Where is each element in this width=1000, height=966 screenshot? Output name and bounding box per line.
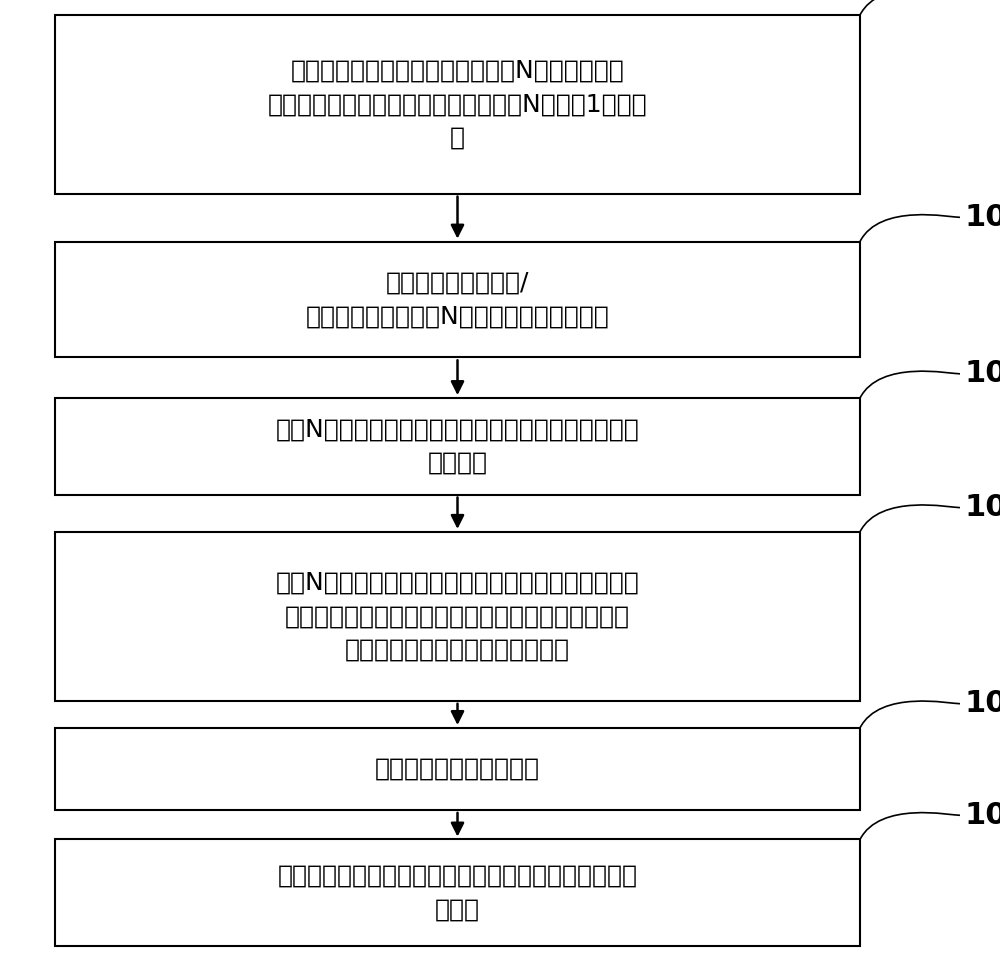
Text: 105: 105 [965, 689, 1000, 719]
FancyBboxPatch shape [55, 531, 860, 701]
Text: 确定N帧视频图像中每帧视频图像对应的摄影中心空间
位置信息: 确定N帧视频图像中每帧视频图像对应的摄影中心空间 位置信息 [276, 417, 639, 475]
Text: 101: 101 [965, 0, 1000, 6]
Text: 104: 104 [965, 493, 1000, 523]
FancyBboxPatch shape [55, 14, 860, 193]
Text: 获取飞行装置在飞行过程中拍摄的N帧视频图像，
其中，每帧视频图像对应一个时间点，N为大于1的正整
数: 获取飞行装置在飞行过程中拍摄的N帧视频图像， 其中，每帧视频图像对应一个时间点，… [268, 59, 647, 150]
Text: 根据N帧视频图像分别对应的时间点及分别对应的摄影
中心空间位置信息，利用多项式拟合函数进行曲线拟
合，确定飞行装置的飞行轨迹曲线: 根据N帧视频图像分别对应的时间点及分别对应的摄影 中心空间位置信息，利用多项式拟… [276, 571, 639, 662]
Text: 103: 103 [965, 359, 1000, 388]
FancyBboxPatch shape [55, 728, 860, 810]
Text: 102: 102 [965, 203, 1000, 232]
FancyBboxPatch shape [55, 242, 860, 357]
Text: 106: 106 [965, 801, 1000, 830]
Text: 获取飞行装置的落点时间: 获取飞行装置的落点时间 [375, 757, 540, 781]
Text: 利用图像增强技术和/
或图像去噪技术，对N帧视频图像进行预处理: 利用图像增强技术和/ 或图像去噪技术，对N帧视频图像进行预处理 [306, 270, 609, 328]
FancyBboxPatch shape [55, 839, 860, 946]
FancyBboxPatch shape [55, 398, 860, 495]
Text: 根据落点时间及飞行轨迹曲线，确定飞行装置的落点位
置信息: 根据落点时间及飞行轨迹曲线，确定飞行装置的落点位 置信息 [278, 864, 638, 922]
